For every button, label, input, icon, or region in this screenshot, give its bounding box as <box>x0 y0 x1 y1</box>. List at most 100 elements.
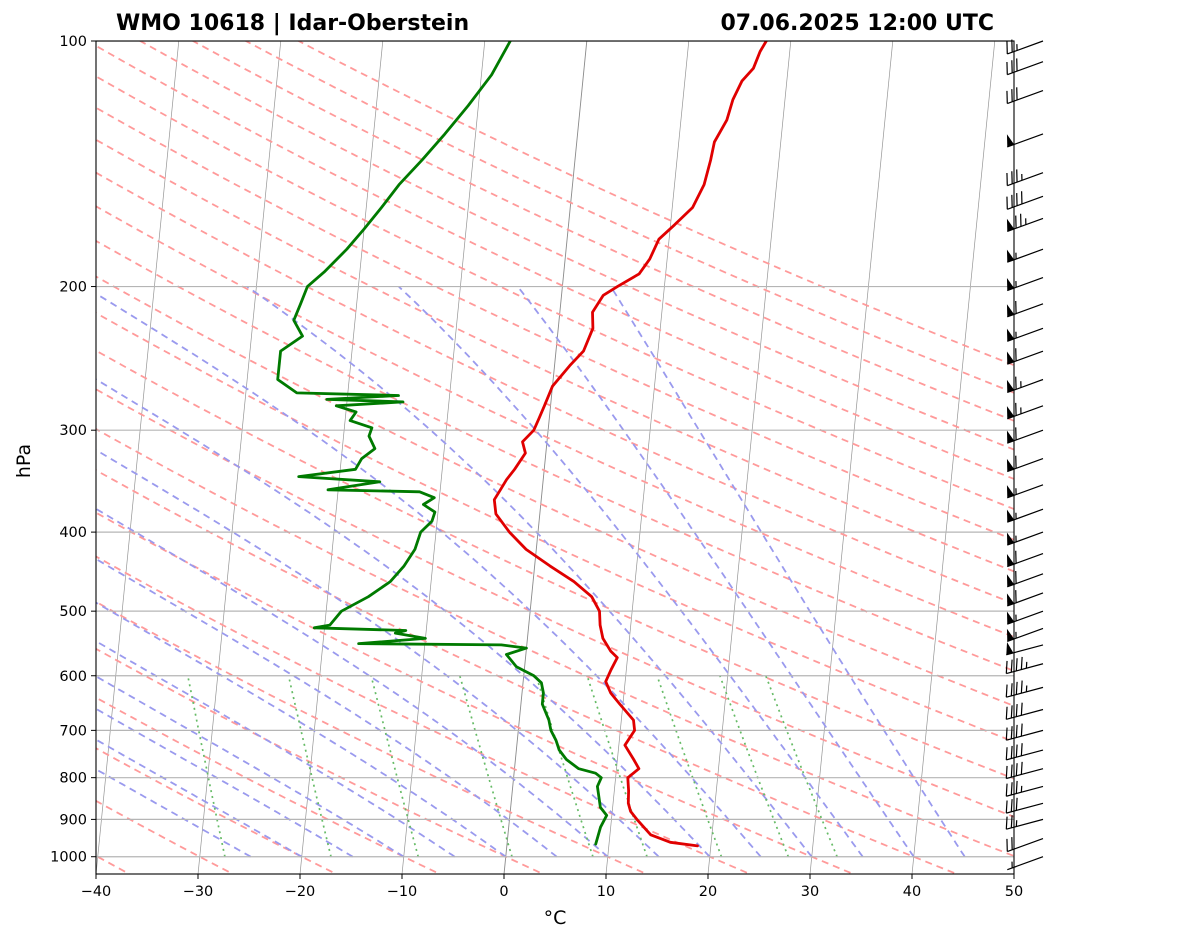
sounding-profiles <box>276 41 768 848</box>
barb-pennant <box>1006 593 1015 606</box>
barb-pennant <box>1006 642 1014 655</box>
wind-barb <box>1005 723 1044 741</box>
barb-shaft <box>1007 837 1044 853</box>
wind-barbs <box>1005 39 1044 871</box>
barb-shaft <box>1006 729 1044 741</box>
moist-adiabat-line <box>96 507 609 858</box>
barb-pennant <box>1006 553 1015 567</box>
barb-flag <box>1005 783 1008 797</box>
barb-shaft <box>1007 89 1044 105</box>
y-tick-label: 700 <box>59 723 87 739</box>
dry-adiabat-line <box>96 428 1014 858</box>
wind-barb <box>1005 797 1044 814</box>
dewpoint-profile-line <box>276 41 609 846</box>
y-tick-label: 1000 <box>50 850 87 866</box>
y-tick-label: 300 <box>59 423 87 439</box>
barb-pennant <box>1006 277 1015 291</box>
wind-barb <box>1006 455 1044 473</box>
dry-adiabat-line <box>96 349 1014 780</box>
barb-flag <box>1020 743 1023 756</box>
barb-pennant <box>1006 351 1015 365</box>
wind-barb <box>1006 610 1044 625</box>
isotherm-line <box>809 41 894 874</box>
x-axis-label: °C <box>544 907 567 929</box>
pressure-gridlines <box>96 41 1014 858</box>
dry-adiabat-line <box>96 138 1014 573</box>
wind-barb <box>1006 627 1044 643</box>
barb-pennant <box>1006 304 1015 317</box>
barb-pennant <box>1006 628 1015 642</box>
wind-barb <box>1006 531 1044 546</box>
isotherm-line <box>401 41 486 874</box>
isotherm-line <box>707 41 792 874</box>
barb-flag <box>1010 799 1013 812</box>
x-tick-label: −30 <box>183 884 214 900</box>
barb-shaft <box>1007 217 1044 232</box>
barb-shaft <box>1006 768 1044 780</box>
wind-barb <box>1006 213 1044 232</box>
barb-pennant <box>1006 249 1015 263</box>
barb-flag <box>1015 744 1018 758</box>
dry-adiabat-line <box>96 44 1014 480</box>
barb-flag <box>1015 797 1018 811</box>
dry-adiabat-line <box>96 647 546 874</box>
barb-pennant <box>1006 485 1015 498</box>
mixing-ratio-line <box>719 675 790 858</box>
barb-shaft <box>1006 644 1044 656</box>
barb-shaft <box>1007 61 1044 76</box>
wind-barb <box>1006 169 1044 187</box>
barb-pennant <box>1006 611 1015 625</box>
moist-adiabat-line <box>96 675 405 858</box>
barb-flag <box>1005 765 1008 779</box>
barb-pennant <box>1006 328 1015 342</box>
barb-pennant <box>1006 430 1015 444</box>
barb-flag <box>1020 702 1023 716</box>
dry-adiabat-line <box>96 239 1014 672</box>
isotherm-line <box>911 41 996 874</box>
y-tick-label: 400 <box>59 525 87 541</box>
isotherm-line <box>1013 870 1014 874</box>
moist-adiabat-line <box>96 738 303 858</box>
barb-flag <box>1020 656 1023 670</box>
barb-shaft <box>1007 592 1044 607</box>
barb-shaft <box>1007 40 1044 55</box>
barb-shaft <box>1006 686 1044 698</box>
barb-shaft <box>1007 277 1044 292</box>
isotherm-line <box>197 41 282 874</box>
dry-adiabat-line <box>96 75 1014 511</box>
barb-flag <box>1020 761 1023 775</box>
wind-barb <box>1006 550 1044 568</box>
barb-pennant <box>1006 218 1015 232</box>
wind-barb <box>1005 743 1044 761</box>
wind-barb <box>1006 191 1044 210</box>
dry-adiabat-line <box>96 799 235 874</box>
wind-barb <box>1006 642 1044 656</box>
barb-flag <box>1010 726 1013 739</box>
barb-shaft <box>1007 573 1044 588</box>
y-tick-label: 200 <box>59 280 87 296</box>
isotherm-line <box>0 23 79 878</box>
mixing-ratio-line <box>370 675 420 857</box>
x-tick-label: 0 <box>499 884 508 900</box>
barb-pennant <box>1006 458 1015 472</box>
temperature-profile-line <box>492 41 768 848</box>
barb-pennant <box>1006 574 1015 587</box>
barb-flag <box>1015 703 1018 717</box>
barb-flag <box>1005 660 1008 674</box>
barb-flag <box>1005 706 1008 720</box>
barb-flag <box>1015 724 1018 738</box>
barb-shaft <box>1007 172 1044 187</box>
chart-title-station: WMO 10618 | Idar-Oberstein <box>116 11 469 36</box>
barb-pennant <box>1006 379 1015 393</box>
wind-barb <box>1006 376 1044 394</box>
wind-barb <box>1006 427 1044 444</box>
barb-flag <box>1010 745 1013 759</box>
dry-adiabat-line <box>96 205 1014 638</box>
barb-pennant <box>1006 406 1015 419</box>
dry-adiabat-line <box>96 747 339 874</box>
y-tick-label: 100 <box>59 34 87 50</box>
moist-adiabat-line <box>96 768 252 858</box>
y-tick-label: 500 <box>59 604 87 620</box>
wind-barb <box>1006 590 1044 607</box>
